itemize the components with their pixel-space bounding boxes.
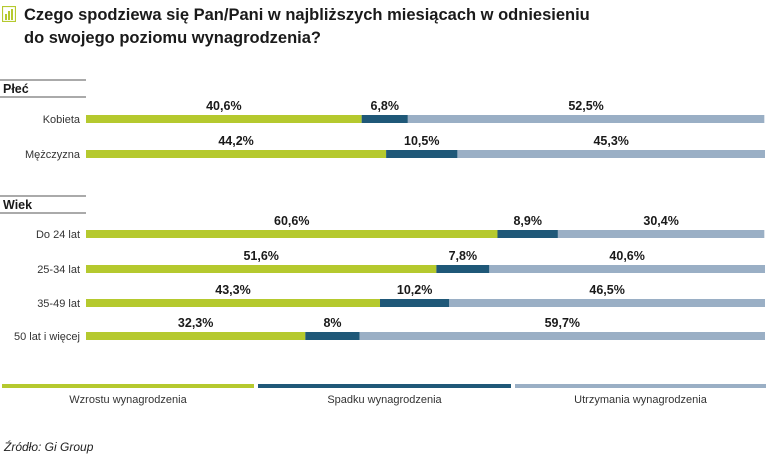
data-label-wzrostu-wynagrodzenia-50-lat-i-wiecej: 32,3% <box>178 316 213 330</box>
data-label-spadku-wynagrodzenia-mezczyzna: 10,5% <box>404 134 439 148</box>
category-label-mezczyzna: Mężczyzna <box>25 149 81 161</box>
chart-title-line-2: do swojego poziomu wynagrodzenia? <box>24 29 322 47</box>
bar-utrzymania-wynagrodzenia-50-lat-i-wiecej <box>359 332 765 340</box>
data-label-utrzymania-wynagrodzenia-mezczyzna: 45,3% <box>593 134 628 148</box>
bar-utrzymania-wynagrodzenia-do-24-lat <box>557 230 765 238</box>
chart-title: Czego spodziewa się Pan/Pani w najbliższ… <box>24 4 644 50</box>
group-label-plec: Płeć <box>3 82 29 96</box>
data-label-utrzymania-wynagrodzenia-50-lat-i-wiecej: 59,7% <box>545 316 580 330</box>
category-label-kobieta: Kobieta <box>43 114 81 126</box>
bar-wzrostu-wynagrodzenia-kobieta <box>86 115 362 123</box>
data-label-spadku-wynagrodzenia-25-34-lat: 7,8% <box>449 249 478 263</box>
category-label-25-34-lat: 25-34 lat <box>37 264 80 276</box>
source-note: Źródło: Gi Group <box>4 440 94 454</box>
legend-swatch-spadku-wynagrodzenia <box>258 384 511 388</box>
data-label-wzrostu-wynagrodzenia-35-49-lat: 43,3% <box>215 283 250 297</box>
data-label-spadku-wynagrodzenia-50-lat-i-wiecej: 8% <box>323 316 341 330</box>
data-label-wzrostu-wynagrodzenia-mezczyzna: 44,2% <box>218 134 253 148</box>
legend-swatch-utrzymania-wynagrodzenia <box>515 384 766 388</box>
data-label-utrzymania-wynagrodzenia-kobieta: 52,5% <box>568 99 603 113</box>
chart-icon <box>2 6 16 22</box>
data-label-spadku-wynagrodzenia-do-24-lat: 8,9% <box>513 214 542 228</box>
data-label-utrzymania-wynagrodzenia-do-24-lat: 30,4% <box>643 214 678 228</box>
legend-label-spadku-wynagrodzenia: Spadku wynagrodzenia <box>327 394 442 406</box>
data-label-utrzymania-wynagrodzenia-25-34-lat: 40,6% <box>609 249 644 263</box>
bar-wzrostu-wynagrodzenia-25-34-lat <box>86 265 437 273</box>
bar-wzrostu-wynagrodzenia-50-lat-i-wiecej <box>86 332 306 340</box>
data-label-spadku-wynagrodzenia-kobieta: 6,8% <box>371 99 400 113</box>
data-label-wzrostu-wynagrodzenia-do-24-lat: 60,6% <box>274 214 309 228</box>
data-label-utrzymania-wynagrodzenia-35-49-lat: 46,5% <box>589 283 624 297</box>
stacked-bar-chart: Płeć Wiek Kobieta 40,6% 6,8% 52,5% Mężczyzna 44… <box>0 79 766 406</box>
bar-utrzymania-wynagrodzenia-35-49-lat <box>449 299 765 307</box>
bar-spadku-wynagrodzenia-do-24-lat <box>497 230 558 238</box>
bar-wzrostu-wynagrodzenia-mezczyzna <box>86 150 387 158</box>
category-label-do-24-lat: Do 24 lat <box>36 229 80 241</box>
bar-spadku-wynagrodzenia-mezczyzna <box>386 150 458 158</box>
legend-label-utrzymania-wynagrodzenia: Utrzymania wynagrodzenia <box>574 394 708 406</box>
legend-label-wzrostu-wynagrodzenia: Wzrostu wynagrodzenia <box>69 394 187 406</box>
bar-utrzymania-wynagrodzenia-25-34-lat <box>489 265 765 273</box>
category-label-50-lat-i-wiecej: 50 lat i więcej <box>14 331 80 343</box>
chart-title-line-1: Czego spodziewa się Pan/Pani w najbliższ… <box>24 6 590 24</box>
bar-spadku-wynagrodzenia-kobieta <box>361 115 408 123</box>
group-label-wiek: Wiek <box>3 198 32 212</box>
data-label-wzrostu-wynagrodzenia-25-34-lat: 51,6% <box>243 249 278 263</box>
bar-wzrostu-wynagrodzenia-35-49-lat <box>86 299 381 307</box>
category-label-35-49-lat: 35-49 lat <box>37 298 80 310</box>
bar-utrzymania-wynagrodzenia-kobieta <box>407 115 765 123</box>
data-label-wzrostu-wynagrodzenia-kobieta: 40,6% <box>206 99 241 113</box>
bar-utrzymania-wynagrodzenia-mezczyzna <box>457 150 765 158</box>
bar-spadku-wynagrodzenia-50-lat-i-wiecej <box>305 332 360 340</box>
data-label-spadku-wynagrodzenia-35-49-lat: 10,2% <box>397 283 432 297</box>
bar-spadku-wynagrodzenia-25-34-lat <box>436 265 490 273</box>
bar-spadku-wynagrodzenia-35-49-lat <box>380 299 450 307</box>
legend-swatch-wzrostu-wynagrodzenia <box>2 384 254 388</box>
bar-wzrostu-wynagrodzenia-do-24-lat <box>86 230 498 238</box>
